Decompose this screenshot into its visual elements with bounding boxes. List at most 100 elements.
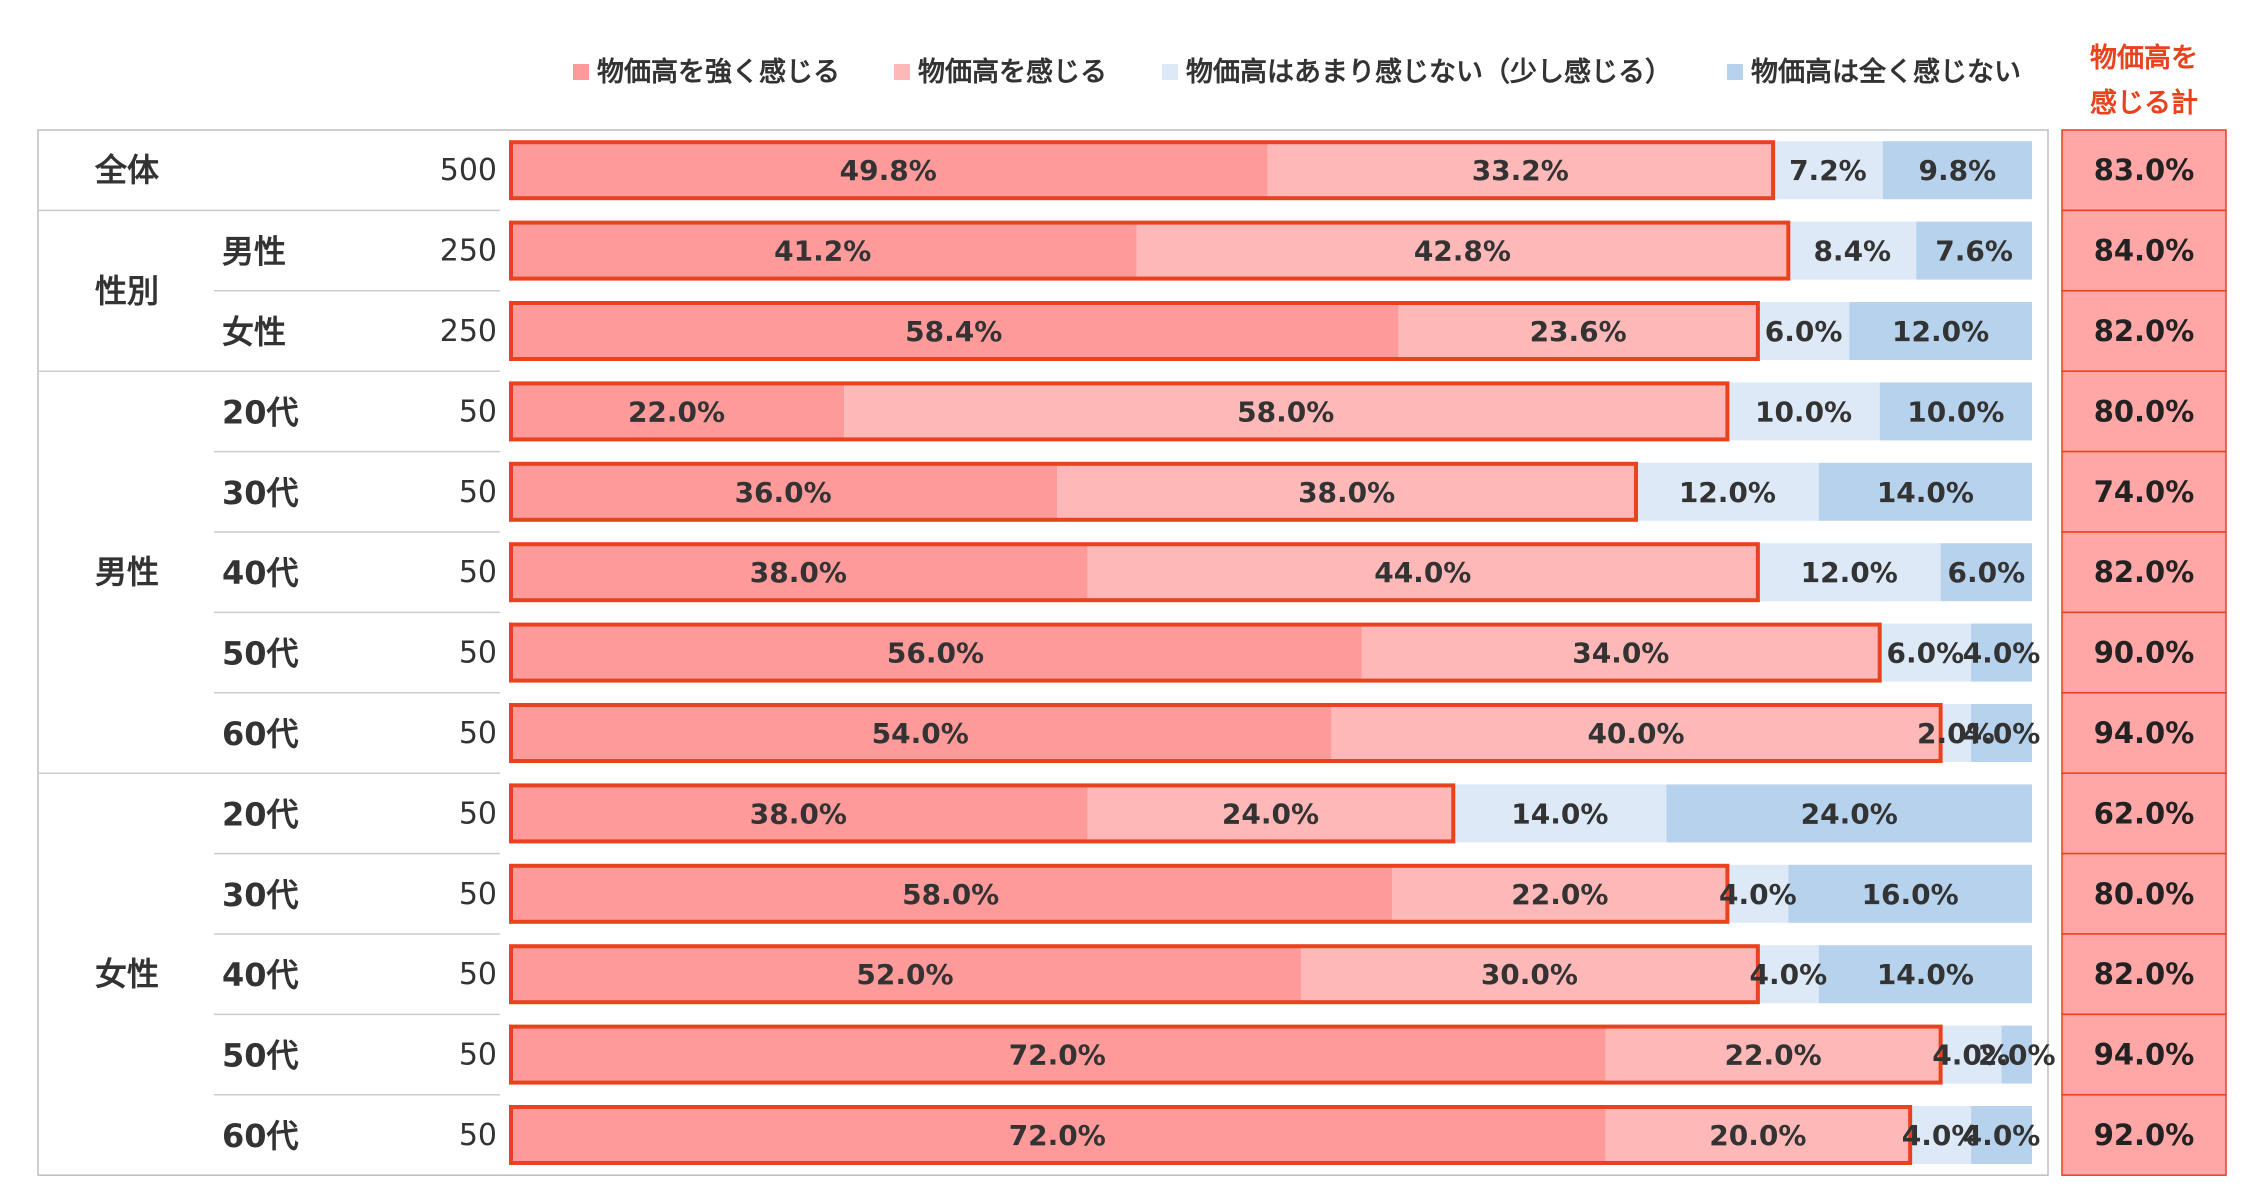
bar-segment <box>1818 462 2032 521</box>
data-label: 38.0% <box>750 797 847 830</box>
data-label: 4.0% <box>1963 1119 2041 1152</box>
total-cell <box>2061 370 2227 453</box>
highlight-outline <box>509 301 1760 361</box>
category-label: 40代 <box>222 956 299 994</box>
total-value: 92.0% <box>2094 1118 2195 1152</box>
bar-segment <box>509 221 1137 280</box>
bar-segment <box>1757 543 1941 602</box>
bar-segment <box>1087 784 1454 843</box>
bar-segment <box>1879 382 2032 441</box>
total-value: 80.0% <box>2094 394 2195 428</box>
data-label: 7.2% <box>1789 154 1867 187</box>
legend-swatch <box>894 64 910 80</box>
total-value: 83.0% <box>2094 153 2195 187</box>
highlight-outline <box>509 381 1730 442</box>
bar-segment <box>1879 623 1972 682</box>
bar-segment <box>509 302 1399 360</box>
bar-segment <box>1727 864 1789 923</box>
sample-size-label: 50 <box>459 475 497 510</box>
bar-segment <box>1331 704 1941 762</box>
bar-segment <box>1971 1106 2032 1164</box>
total-header: 物価高を <box>2090 42 2198 74</box>
bar-segment <box>1453 784 1667 843</box>
bar-segment <box>1666 784 2032 843</box>
bar-segment <box>1916 221 2032 280</box>
data-label: 72.0% <box>1009 1039 1106 1072</box>
category-label: 30代 <box>222 474 299 512</box>
data-label: 58.4% <box>905 315 1002 348</box>
legend: 物価高を強く感じる 物価高を感じる 物価高はあまり感じない（少し感じる） 物価高は全く… <box>573 56 2021 88</box>
total-value: 94.0% <box>2094 716 2195 750</box>
bar-segment <box>1788 864 2032 923</box>
category-label: 50代 <box>222 635 299 673</box>
data-label: 58.0% <box>1237 395 1334 428</box>
total-cell <box>2061 1013 2227 1096</box>
highlight-outline <box>509 1024 1943 1085</box>
data-label: 38.0% <box>750 556 847 589</box>
total-cell <box>2061 129 2227 212</box>
data-label: 22.0% <box>628 395 725 428</box>
data-label: 12.0% <box>1801 556 1898 589</box>
group-label: 全体 <box>94 151 159 189</box>
data-label: 22.0% <box>1511 878 1608 911</box>
total-value: 84.0% <box>2094 234 2195 268</box>
highlight-outline <box>509 622 1882 683</box>
bar-segment <box>509 623 1362 682</box>
total-value: 82.0% <box>2094 957 2195 991</box>
bar-segment <box>1849 302 2032 360</box>
sample-size-label: 50 <box>459 796 497 831</box>
data-label: 24.0% <box>1222 797 1319 830</box>
bar-segment <box>1910 1106 1972 1164</box>
legend-label: 物価高は全く感じない <box>1751 56 2021 88</box>
bar-segment <box>509 462 1058 521</box>
total-cell <box>2061 933 2227 1016</box>
data-label: 30.0% <box>1481 958 1578 991</box>
group-label: 性別 <box>95 272 159 310</box>
bar-segment <box>1757 945 1819 1004</box>
bar-segment <box>1971 704 2032 762</box>
highlight-outline <box>509 944 1760 1005</box>
data-label: 44.0% <box>1374 556 1471 589</box>
data-label: 10.0% <box>1755 395 1852 428</box>
category-label: 女性 <box>222 313 286 351</box>
data-label: 24.0% <box>1801 797 1898 830</box>
total-cell <box>2061 290 2227 372</box>
data-label: 52.0% <box>856 958 953 991</box>
group-label: 女性 <box>95 955 159 993</box>
data-label: 23.6% <box>1530 315 1627 348</box>
bar-segment <box>509 543 1088 602</box>
data-label: 22.0% <box>1725 1039 1822 1072</box>
total-value: 74.0% <box>2094 475 2195 509</box>
data-label: 38.0% <box>1298 476 1395 509</box>
data-label: 20.0% <box>1709 1119 1806 1152</box>
category-label: 60代 <box>222 715 299 753</box>
bar-segment <box>1057 462 1637 521</box>
bar-segment <box>1605 1106 1911 1164</box>
bar-segment <box>509 141 1268 200</box>
total-header: 感じる計 <box>2090 87 2198 119</box>
data-label: 56.0% <box>887 637 984 670</box>
sample-size-label: 250 <box>440 314 497 349</box>
data-label: 4.0% <box>1749 958 1827 991</box>
bar-segment <box>1940 1025 2002 1084</box>
data-label: 14.0% <box>1511 797 1608 830</box>
category-label: 男性 <box>222 233 286 271</box>
sample-size-label: 50 <box>459 957 497 992</box>
sample-size-label: 50 <box>459 1038 497 1073</box>
legend-swatch <box>573 64 589 80</box>
bar-segment <box>1398 302 1758 360</box>
bar-segment <box>1940 543 2032 602</box>
table-border <box>37 129 2049 1176</box>
data-label: 4.0% <box>1719 878 1797 911</box>
highlight-outline <box>509 140 1776 201</box>
bars: 49.8% 33.2% 7.2% 9.8% 41.2% 42.8% 8.4% 7.6% 58.4… <box>509 140 2056 1165</box>
bar-segment <box>1727 382 1880 441</box>
bar-segment <box>1773 141 1883 200</box>
data-label: 6.0% <box>1765 315 1843 348</box>
total-cell <box>2061 450 2227 533</box>
highlight-outline <box>509 783 1456 844</box>
data-label: 40.0% <box>1587 717 1684 750</box>
bar-segment <box>1087 543 1758 602</box>
